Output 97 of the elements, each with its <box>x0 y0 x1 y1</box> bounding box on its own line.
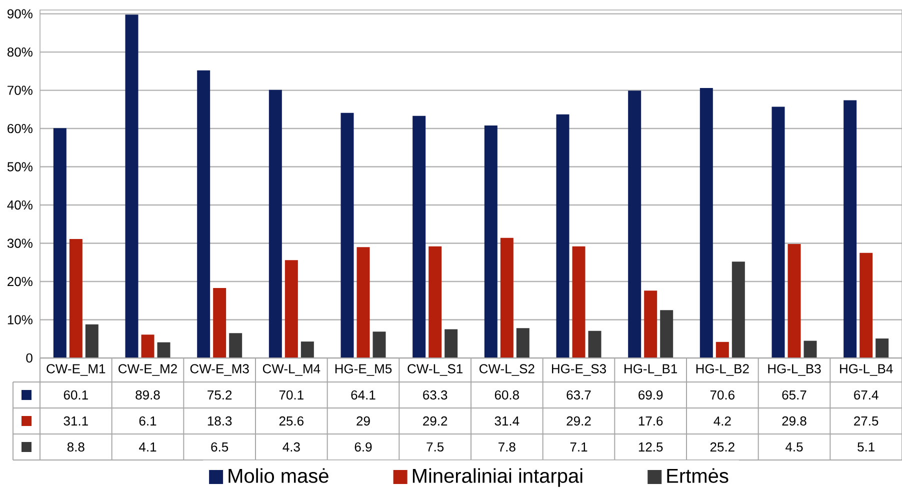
y-tick-label: 70% <box>8 86 32 95</box>
bar <box>772 106 785 358</box>
x-tick-label: HG-L_B1 <box>624 364 678 376</box>
data-label: 6.9 <box>354 442 372 452</box>
x-tick-label: HG-L_B2 <box>696 364 749 376</box>
bar <box>444 329 458 358</box>
data-label: 4.1 <box>139 442 156 452</box>
bar <box>700 88 713 358</box>
x-tick-label: HG-L_B3 <box>768 364 821 376</box>
y-tick-label: 90% <box>8 9 32 18</box>
data-label: 7.1 <box>570 442 588 452</box>
bar <box>572 246 586 358</box>
bar <box>644 290 658 358</box>
data-label: 60.1 <box>64 390 88 400</box>
bar <box>588 330 602 358</box>
x-tick-label: CW-L_S1 <box>408 364 462 376</box>
data-label: 29 <box>356 416 370 426</box>
bar <box>300 342 314 358</box>
y-tick-label: 10% <box>8 315 32 324</box>
bar <box>500 238 514 358</box>
bar <box>372 332 386 358</box>
bar <box>716 342 729 358</box>
data-label: 69.9 <box>638 390 663 400</box>
bar <box>860 252 873 358</box>
data-label: 6.5 <box>211 442 228 452</box>
data-label: 7.5 <box>426 442 444 452</box>
bar <box>197 70 210 358</box>
bar <box>788 244 801 358</box>
data-label: 29.2 <box>423 416 448 426</box>
data-label: 31.1 <box>64 416 88 426</box>
data-label: 4.3 <box>282 442 300 452</box>
data-label: 75.2 <box>208 390 232 400</box>
y-tick-label: 60% <box>8 124 32 134</box>
legend-label: Molio masė <box>228 468 328 483</box>
data-label: 67.4 <box>854 390 878 400</box>
x-tick-label: HG-E_M5 <box>335 364 392 376</box>
bar <box>85 324 98 358</box>
data-label: 63.3 <box>423 390 448 400</box>
data-label: 29.2 <box>566 416 591 426</box>
bar <box>412 116 426 358</box>
bar <box>844 100 857 358</box>
y-tick-label: 80% <box>7 47 32 57</box>
data-label: 8.8 <box>67 442 84 452</box>
bar <box>428 246 442 358</box>
y-tick-label: 20% <box>8 276 32 286</box>
bar <box>157 342 170 358</box>
data-label: 4.5 <box>786 442 803 452</box>
data-label: 12.5 <box>638 442 663 452</box>
bar <box>876 338 889 358</box>
bar <box>268 90 282 358</box>
data-label: 7.8 <box>498 442 516 452</box>
data-label: 18.3 <box>208 416 232 426</box>
x-tick-label: CW-L_S2 <box>480 364 534 376</box>
data-label: 70.1 <box>279 390 304 400</box>
bar <box>69 239 82 358</box>
x-tick-label: HG-L_B4 <box>840 364 893 376</box>
data-label: 89.8 <box>136 390 160 400</box>
x-tick-label: HG-E_S3 <box>552 364 606 376</box>
x-tick-label: CW-E_M3 <box>190 364 249 376</box>
x-tick-label: CW-L_M4 <box>262 364 320 376</box>
data-label: 25.2 <box>710 442 734 452</box>
data-label: 17.6 <box>638 416 663 426</box>
bar <box>556 114 570 358</box>
x-tick-label: CW-E_M1 <box>46 364 106 376</box>
legend-label: Mineraliniai intarpai <box>412 468 582 487</box>
bar <box>516 328 530 358</box>
data-label: 27.5 <box>854 416 878 426</box>
bar <box>628 90 642 358</box>
bar <box>284 260 298 358</box>
bar <box>660 310 674 358</box>
data-label: 63.7 <box>566 390 591 400</box>
y-tick-label: 40% <box>7 200 32 210</box>
y-tick-label: 30% <box>7 238 32 248</box>
legend-label: Ertmės <box>667 468 728 483</box>
bar <box>53 128 66 358</box>
data-label: 70.6 <box>710 390 734 400</box>
data-label: 60.8 <box>494 390 519 400</box>
bar <box>804 340 817 358</box>
bar <box>125 14 138 358</box>
data-label: 25.6 <box>279 416 304 426</box>
data-label: 29.8 <box>782 416 806 426</box>
bar <box>229 333 242 358</box>
bar <box>356 247 370 358</box>
y-tick-label: 50% <box>7 162 32 172</box>
bar <box>732 262 745 358</box>
bar <box>484 125 498 358</box>
data-label: 31.4 <box>494 416 520 426</box>
bar <box>213 288 226 358</box>
data-label: 5.1 <box>858 442 874 452</box>
y-tick-label: 0 <box>26 353 32 363</box>
data-label: 65.7 <box>782 390 806 400</box>
data-label: 6.1 <box>139 416 156 426</box>
x-tick-label: CW-E_M2 <box>118 364 177 376</box>
data-label: 64.1 <box>351 390 376 400</box>
bar <box>340 112 354 358</box>
bar <box>141 334 154 358</box>
data-label: 4.2 <box>714 416 731 426</box>
